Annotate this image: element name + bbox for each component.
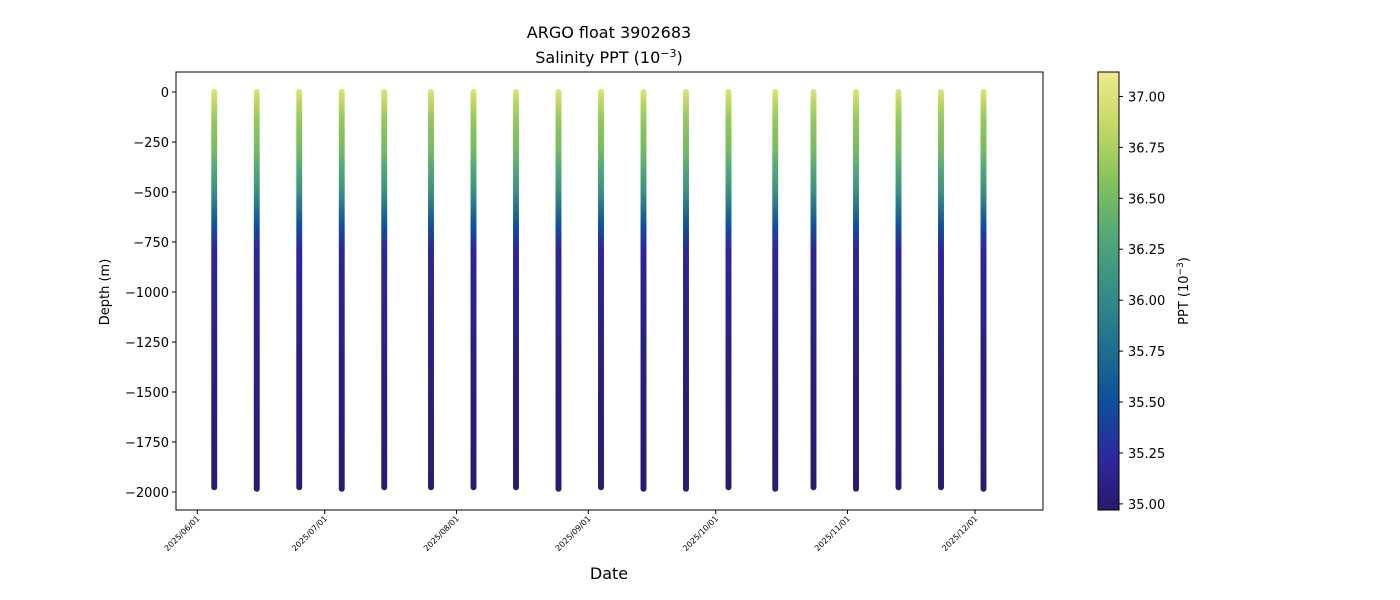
chart-subtitle-suffix: ) bbox=[677, 48, 683, 67]
profile-2025-09-04 bbox=[598, 89, 604, 491]
x-tick-label: 2025/10/01 bbox=[681, 514, 720, 553]
y-tick-label: −1000 bbox=[125, 286, 169, 301]
profile-2025-12-03 bbox=[980, 89, 987, 492]
profile-2025-09-24 bbox=[683, 89, 689, 492]
colorbar-tick-label: 36.25 bbox=[1128, 243, 1165, 258]
profile-2025-09-14 bbox=[640, 89, 647, 492]
data-point bbox=[253, 485, 260, 492]
colorbar-tick-label: 37.00 bbox=[1128, 90, 1165, 105]
data-point bbox=[555, 485, 562, 492]
data-point bbox=[640, 485, 647, 492]
y-tick-label: −1750 bbox=[125, 436, 169, 451]
profile-2025-06-15 bbox=[253, 89, 260, 492]
plot-background bbox=[176, 72, 1043, 510]
profile-2025-08-15 bbox=[513, 89, 519, 491]
colorbar-label-suffix: ) bbox=[1177, 257, 1192, 262]
profile-2025-11-23 bbox=[938, 89, 944, 491]
x-tick-label: 2025/08/01 bbox=[422, 514, 461, 553]
data-point bbox=[725, 484, 732, 491]
data-point bbox=[296, 484, 303, 491]
profile-2025-08-05 bbox=[470, 89, 477, 491]
data-point bbox=[895, 484, 902, 491]
y-axis: 0 −250 −500 −750 −1000 −1250 −1500 −1750 −2000 bbox=[125, 86, 176, 501]
x-axis: 2025/06/01 2025/07/01 2025/08/01 2025/09/01… bbox=[163, 510, 979, 553]
data-point bbox=[338, 485, 345, 492]
data-point bbox=[810, 484, 817, 491]
colorbar-tick-label: 35.50 bbox=[1128, 396, 1165, 411]
x-tick-label: 2025/09/01 bbox=[554, 514, 593, 553]
profile-2025-08-25 bbox=[555, 89, 562, 492]
colorbar-label-prefix: PPT (10 bbox=[1177, 275, 1192, 324]
profile-2025-07-26 bbox=[428, 89, 434, 491]
colorbar-label-exponent: −3 bbox=[1176, 262, 1186, 275]
data-point bbox=[772, 485, 779, 492]
chart-subtitle-prefix: Salinity PPT (10 bbox=[535, 48, 660, 67]
chart-subtitle: Salinity PPT (10−3) bbox=[535, 47, 683, 67]
y-tick-label: −2000 bbox=[125, 486, 169, 501]
data-point bbox=[381, 484, 388, 491]
data-point bbox=[938, 484, 944, 491]
colorbar-tick-label: 35.25 bbox=[1128, 447, 1165, 462]
colorbar-tick-label: 35.75 bbox=[1128, 345, 1165, 360]
y-tick-label: −1250 bbox=[125, 336, 169, 351]
data-point bbox=[598, 484, 604, 491]
data-point bbox=[211, 484, 218, 491]
chart-subtitle-exponent: −3 bbox=[660, 47, 676, 60]
y-tick-label: 0 bbox=[161, 86, 169, 101]
y-tick-label: −250 bbox=[133, 136, 169, 151]
profile-2025-07-15 bbox=[381, 89, 388, 491]
colorbar-scale bbox=[1097, 71, 1120, 511]
profile-2025-10-24 bbox=[810, 89, 817, 491]
y-tick-label: −750 bbox=[133, 236, 169, 251]
x-tick-label: 2025/06/01 bbox=[163, 514, 202, 553]
chart-title: ARGO float 3902683 bbox=[527, 23, 691, 42]
x-tick-label: 2025/12/01 bbox=[940, 514, 979, 553]
profile-2025-07-05 bbox=[338, 89, 345, 492]
data-point bbox=[513, 484, 519, 491]
y-tick-label: −1500 bbox=[125, 386, 169, 401]
x-tick-label: 2025/07/01 bbox=[290, 514, 329, 553]
colorbar: 35.00 35.25 35.50 35.75 36.00 36.25 36.50 36.75… bbox=[1097, 71, 1165, 513]
plot-area bbox=[175, 71, 1044, 511]
profile-2025-06-05 bbox=[211, 89, 218, 491]
x-axis-label: Date bbox=[590, 564, 628, 583]
colorbar-tick-label: 36.50 bbox=[1128, 192, 1165, 207]
y-tick-label: −500 bbox=[133, 186, 169, 201]
data-point bbox=[428, 484, 434, 491]
colorbar-label: PPT (10−3) bbox=[1176, 257, 1192, 325]
y-axis-label: Depth (m) bbox=[98, 259, 113, 326]
data-point bbox=[470, 484, 477, 491]
profile-2025-10-04 bbox=[725, 89, 732, 491]
profile-2025-06-25 bbox=[296, 89, 303, 491]
profile-2025-11-03 bbox=[853, 89, 859, 492]
colorbar-tick-label: 36.00 bbox=[1128, 294, 1165, 309]
x-tick-label: 2025/11/01 bbox=[813, 514, 852, 553]
profile-2025-10-15 bbox=[772, 89, 779, 492]
colorbar-tick-label: 35.00 bbox=[1128, 498, 1165, 513]
data-point bbox=[980, 485, 987, 492]
colorbar-tick-label: 36.75 bbox=[1128, 141, 1165, 156]
data-point bbox=[853, 485, 859, 492]
profile-2025-11-13 bbox=[895, 89, 902, 491]
data-point bbox=[683, 485, 689, 492]
